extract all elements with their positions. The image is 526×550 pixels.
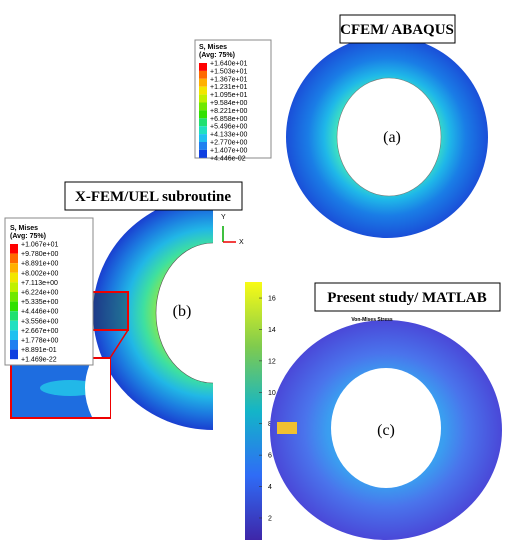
crack-zone (277, 422, 297, 434)
legend-box (4, 217, 94, 366)
title-box (64, 181, 243, 211)
legend-swatch (199, 142, 207, 150)
legend-swatch (10, 349, 18, 360)
legend-swatch (199, 134, 207, 142)
legend-swatch (10, 340, 18, 350)
legend-swatch (199, 118, 207, 127)
zoom-line (109, 329, 129, 359)
axis-label: Y (221, 214, 226, 221)
legend-swatch (10, 282, 18, 292)
inset-contour (40, 380, 100, 396)
legend-title: S, Mises (199, 44, 227, 51)
legend-level: +8.002e+00 (21, 270, 58, 277)
panel-title: X-FEM/UEL subroutine (75, 189, 231, 205)
legend-level: +1.231e+01 (210, 84, 247, 91)
legend-level: +6.858e+00 (210, 116, 247, 123)
legend-level: +9.780e+00 (21, 251, 58, 258)
legend-level: +8.891e+00 (21, 261, 58, 268)
legend-swatch (10, 311, 18, 321)
legend-title: S, Mises (10, 225, 38, 232)
panel-title: Present study/ MATLAB (327, 290, 486, 306)
legend-swatch (10, 301, 18, 312)
legend-level: +1.367e+01 (210, 76, 247, 83)
panel-label: (a) (383, 129, 401, 146)
legend-swatch (199, 102, 207, 111)
colorbar (245, 282, 262, 540)
legend-level: +1.778e+00 (21, 338, 58, 345)
tick-label: 12 (268, 358, 276, 365)
legend-swatch (199, 94, 207, 103)
legend-level: +1.503e+01 (210, 68, 247, 75)
title-box (339, 14, 456, 44)
legend-level: +7.113e+00 (21, 280, 58, 287)
tick-label: 8 (268, 421, 272, 428)
panel-title: CFEM/ ABAQUS (340, 22, 454, 38)
tick-label: 14 (268, 327, 276, 334)
legend-swatch (10, 244, 18, 254)
tick-label: 6 (268, 453, 272, 460)
legend-level: +9.584e+00 (210, 100, 247, 107)
legend-swatch (199, 78, 207, 87)
hole (331, 368, 441, 488)
legend-level: +2.770e+00 (210, 140, 247, 147)
hole (155, 242, 213, 384)
tick-label: 4 (268, 484, 272, 491)
legend-level: +1.469e-22 (21, 357, 57, 364)
legend-swatch (10, 263, 18, 273)
legend-swatch (10, 253, 18, 264)
legend-swatch (10, 330, 18, 340)
legend-level: +6.224e+00 (21, 290, 58, 297)
legend-swatch (10, 292, 18, 302)
legend-swatch (199, 70, 207, 79)
legend-swatch (199, 63, 207, 71)
legend-level: +4.133e+00 (210, 132, 247, 139)
legend-box (194, 39, 272, 159)
legend-level: +5.496e+00 (210, 124, 247, 131)
title-box (314, 282, 501, 312)
axis-label: X (239, 239, 244, 246)
legend-level: +2.667e+00 (21, 328, 58, 335)
legend: S, Mises(Avg: 75%) +1.067e+01 +9.780e+00 +8… (4, 217, 94, 366)
legend-level: +1.640e+01 (210, 61, 247, 68)
tick-label: 10 (268, 390, 276, 397)
zoom-box (91, 291, 129, 331)
legend-swatch (199, 110, 207, 119)
inset-hole (85, 359, 110, 417)
legend-swatch (10, 320, 18, 331)
legend-swatch (199, 126, 207, 135)
tick-label: 16 (268, 296, 276, 303)
legend-level: +1.067e+01 (21, 242, 58, 249)
legend-subtitle: (Avg: 75%) (10, 233, 46, 240)
legend-level: +8.221e+00 (210, 108, 247, 115)
legend-swatch (199, 86, 207, 95)
panel-label: (c) (377, 422, 395, 439)
legend-level: +1.095e+01 (210, 92, 247, 99)
legend-level: +1.407e+00 (210, 147, 247, 154)
legend-level: +8.891e-01 (21, 347, 57, 354)
legend-level: +4.446e+00 (21, 309, 58, 316)
legend: S, Mises(Avg: 75%)+1.640e+01+1.503e+01+1… (194, 39, 272, 162)
colorbar-ticks: 2 4 6 8 10 12 14 16 (259, 296, 276, 522)
panel-label: (b) (173, 303, 192, 320)
legend-subtitle: (Avg: 75%) (199, 52, 235, 59)
legend-swatch (199, 149, 207, 158)
legend-level: +3.556e+00 (21, 318, 58, 325)
plot-title: Von-Mises Stress (351, 317, 393, 323)
legend-level: +5.335e+00 (21, 299, 58, 306)
legend-swatch (10, 272, 18, 283)
tick-label: 2 (268, 515, 272, 522)
legend-level: +4.446e-02 (210, 155, 246, 162)
hole (336, 77, 442, 197)
